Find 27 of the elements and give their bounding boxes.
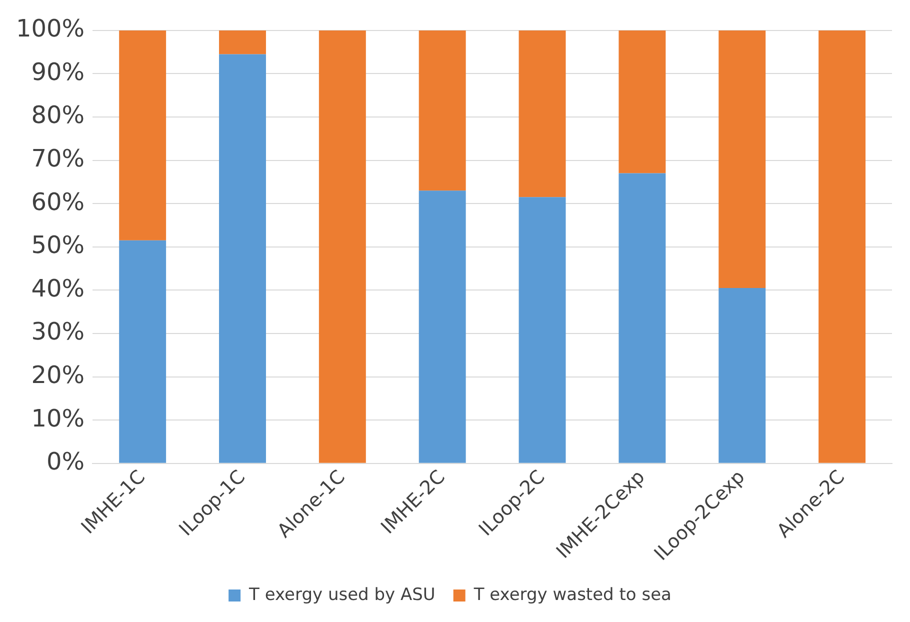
- y-tick-label: 50%: [31, 231, 85, 260]
- bar: [418, 190, 466, 463]
- y-tick-label: 20%: [31, 361, 85, 390]
- bar: [618, 30, 666, 174]
- y-tick-label: 60%: [31, 188, 85, 216]
- y-tick-label: 70%: [31, 144, 85, 173]
- y-tick-label: 90%: [31, 58, 85, 86]
- y-tick-label: 0%: [46, 448, 85, 476]
- bar: [219, 54, 266, 463]
- y-tick-label: 40%: [31, 274, 85, 302]
- y-tick-label: 80%: [31, 101, 85, 130]
- legend-label: T exergy wasted to sea: [472, 584, 672, 605]
- y-tick-label: 30%: [31, 318, 85, 346]
- bar: [219, 30, 266, 54]
- bar: [318, 30, 366, 463]
- bar: [718, 288, 766, 463]
- y-tick-label: 100%: [16, 14, 85, 43]
- bar: [718, 30, 766, 288]
- bar: [518, 197, 566, 463]
- bar: [818, 30, 866, 463]
- y-tick-label: 10%: [31, 404, 85, 432]
- legend-label: T exergy used by ASU: [248, 584, 436, 605]
- bar: [518, 30, 566, 198]
- bar: [418, 30, 466, 191]
- bar: [119, 30, 166, 240]
- bar: [618, 173, 666, 463]
- bar: [119, 240, 166, 463]
